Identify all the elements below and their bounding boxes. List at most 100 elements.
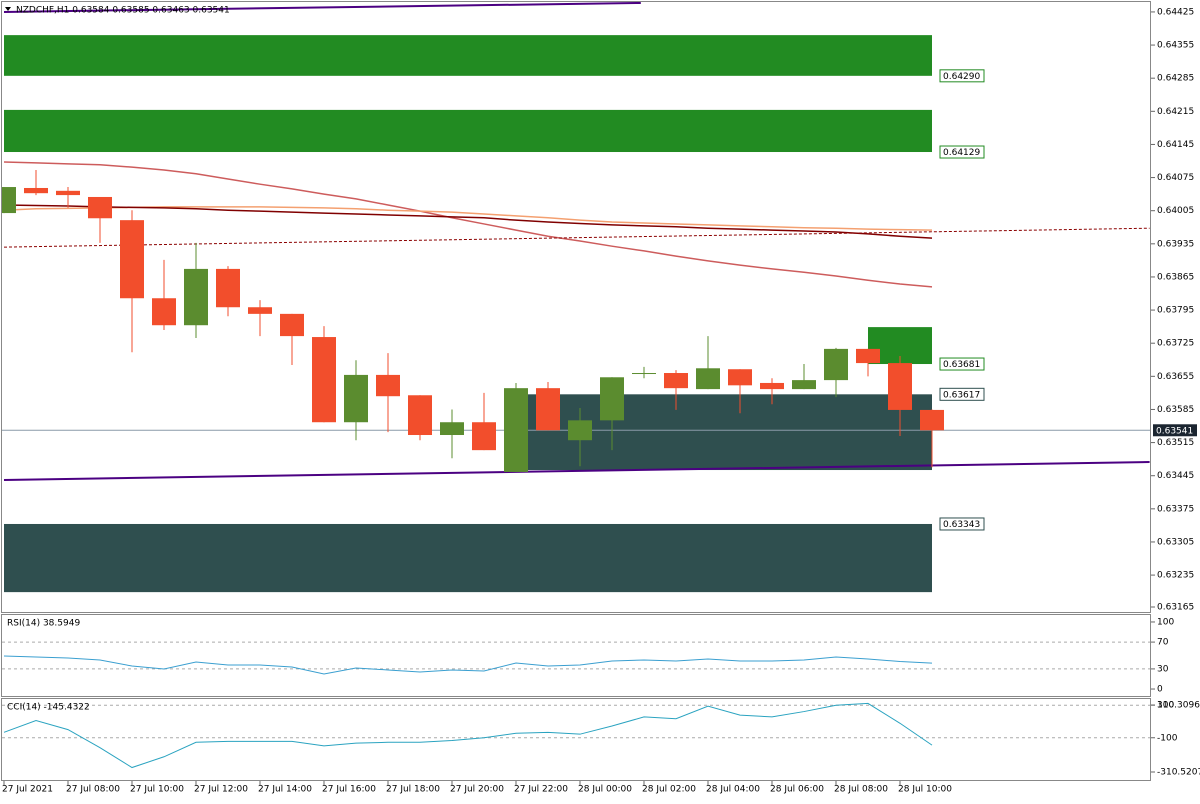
candle-body bbox=[600, 377, 624, 421]
y-tick-label: 0.64355 bbox=[1157, 41, 1194, 51]
y-tick-label: 0.64145 bbox=[1157, 140, 1194, 150]
y-tick-label: 0.63235 bbox=[1157, 571, 1194, 581]
y-tick-label: 0.64075 bbox=[1157, 173, 1194, 183]
candle-body bbox=[440, 422, 464, 436]
y-tick-label: 0.64285 bbox=[1157, 74, 1194, 84]
candle-body bbox=[504, 388, 528, 472]
y-tick-label: 0.63935 bbox=[1157, 239, 1194, 249]
candle-body bbox=[120, 220, 144, 299]
candle-body bbox=[248, 307, 272, 314]
moving-average bbox=[3, 204, 933, 239]
zone bbox=[525, 394, 932, 471]
title-marker bbox=[5, 7, 11, 11]
candle-body bbox=[2, 187, 16, 214]
zone bbox=[4, 35, 932, 76]
rsi-panel-border bbox=[1, 614, 1151, 697]
candle-body bbox=[216, 268, 240, 308]
y-tick-label: 0.64425 bbox=[1157, 7, 1194, 17]
moving-average bbox=[3, 206, 933, 231]
main-panel-border bbox=[1, 1, 1151, 613]
y-tick-label: 310.3096 bbox=[1157, 701, 1200, 711]
x-tick-label: 28 Jul 08:00 bbox=[834, 785, 888, 795]
level-label: 0.63681 bbox=[943, 360, 980, 370]
candle-body bbox=[920, 409, 944, 431]
level-label-box bbox=[939, 69, 985, 83]
current-price-label: 0.63541 bbox=[1156, 426, 1193, 436]
candle-body bbox=[632, 373, 656, 375]
y-tick-label: 0.63445 bbox=[1157, 471, 1194, 481]
candle-body bbox=[536, 388, 560, 431]
candle-body bbox=[280, 313, 304, 337]
level-label: 0.63617 bbox=[943, 390, 980, 400]
x-tick-label: 27 Jul 18:00 bbox=[386, 785, 440, 795]
y-tick-label: 0.63165 bbox=[1157, 603, 1194, 613]
candle-body bbox=[568, 420, 592, 441]
current-price-box bbox=[1153, 424, 1197, 437]
y-tick-label: 0.63305 bbox=[1157, 537, 1194, 547]
candle-body bbox=[312, 337, 336, 423]
y-tick-label: 0.64215 bbox=[1157, 107, 1194, 117]
candle-body bbox=[792, 380, 816, 390]
y-tick-label: 0.63585 bbox=[1157, 405, 1194, 415]
x-tick-label: 27 Jul 14:00 bbox=[258, 785, 312, 795]
candle-body bbox=[824, 348, 848, 381]
candle-body bbox=[696, 368, 720, 390]
level-label: 0.64290 bbox=[943, 72, 980, 82]
trendline bbox=[3, 227, 1150, 248]
candle-body bbox=[472, 422, 496, 451]
y-tick-label: 0.63795 bbox=[1157, 306, 1194, 316]
candle-body bbox=[376, 374, 400, 397]
candle-body bbox=[56, 190, 80, 196]
x-tick-label: 28 Jul 02:00 bbox=[642, 785, 696, 795]
x-tick-label: 28 Jul 06:00 bbox=[770, 785, 824, 795]
candle-body bbox=[344, 374, 368, 423]
x-tick-label: 27 Jul 16:00 bbox=[322, 785, 376, 795]
x-tick-label: 28 Jul 10:00 bbox=[898, 785, 952, 795]
y-tick-label: 0.63515 bbox=[1157, 438, 1194, 448]
candle-body bbox=[728, 369, 752, 386]
level-label-box bbox=[939, 517, 985, 531]
rsi-title: RSI(14) 38.5949 bbox=[7, 619, 80, 629]
y-tick-label: 30 bbox=[1157, 664, 1169, 674]
level-label: 0.64129 bbox=[943, 148, 980, 158]
x-tick-label: 28 Jul 04:00 bbox=[706, 785, 760, 795]
chart-title: NZDCHF,H1 0.63584 0.63585 0.63463 0.6354… bbox=[16, 6, 230, 16]
candle-body bbox=[408, 395, 432, 436]
trendline bbox=[3, 2, 641, 13]
candle-body bbox=[152, 298, 176, 326]
y-tick-label: 100 bbox=[1157, 617, 1174, 627]
cci-plot bbox=[2, 702, 1150, 769]
candle-body bbox=[24, 187, 48, 194]
axes: 0.64425 0.64355 0.64285 0.64215 0.64145 0.640… bbox=[2, 7, 1200, 794]
x-tick-label: 27 Jul 22:00 bbox=[514, 785, 568, 795]
cci-panel-border bbox=[1, 698, 1151, 781]
y-tick-label: 0.64005 bbox=[1157, 206, 1194, 216]
candle-body bbox=[88, 196, 112, 219]
level-label-box bbox=[939, 387, 985, 401]
x-tick-label: 27 Jul 08:00 bbox=[66, 785, 120, 795]
x-tick-label: 27 Jul 2021 bbox=[2, 785, 53, 795]
x-tick-label: 27 Jul 12:00 bbox=[194, 785, 248, 795]
y-tick-label: -310.5207 bbox=[1157, 768, 1200, 778]
zone bbox=[4, 109, 932, 153]
y-tick-label: -100 bbox=[1157, 733, 1178, 743]
cci-title: CCI(14) -145.4322 bbox=[7, 703, 90, 713]
candle-body bbox=[856, 348, 880, 364]
trendline bbox=[3, 460, 1150, 481]
y-tick-label: 70 bbox=[1157, 638, 1169, 648]
candle-body bbox=[888, 363, 912, 410]
level-label-box bbox=[939, 357, 985, 371]
rsi-plot bbox=[2, 641, 1150, 675]
y-tick-label: 0.63655 bbox=[1157, 372, 1194, 382]
x-tick-label: 27 Jul 20:00 bbox=[450, 785, 504, 795]
candle-body bbox=[184, 268, 208, 326]
x-tick-label: 28 Jul 00:00 bbox=[578, 785, 632, 795]
zone bbox=[4, 523, 932, 593]
level-label-box bbox=[939, 145, 985, 159]
candle-body bbox=[664, 373, 688, 389]
x-tick-label: 27 Jul 10:00 bbox=[130, 785, 184, 795]
level-label: 0.63343 bbox=[943, 520, 980, 530]
indicator-line bbox=[3, 655, 933, 675]
main-plot bbox=[2, 2, 1150, 593]
